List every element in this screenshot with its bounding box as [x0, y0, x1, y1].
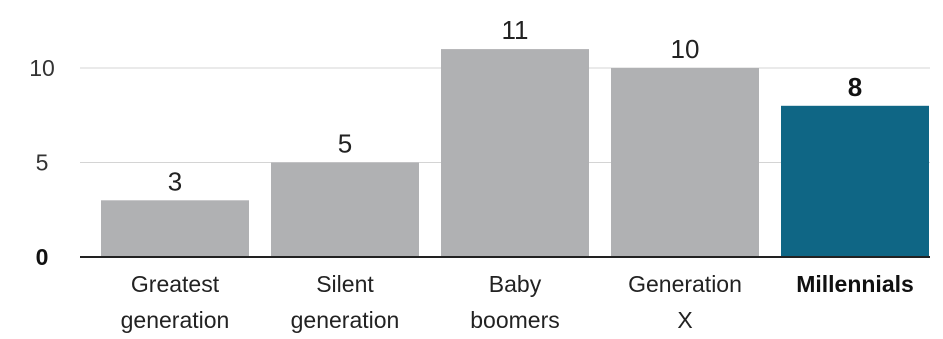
data-labels: 3 5 11 10 8: [168, 15, 862, 196]
y-axis-ticks: 0 5 10: [29, 55, 55, 270]
category-labels: Greatest generation Silent generation Baby bo…: [121, 271, 914, 333]
category-label-line: boomers: [470, 307, 559, 333]
category-label-0: Greatest generation: [121, 271, 230, 333]
bar-4: [781, 105, 929, 257]
category-label-line: generation: [291, 307, 400, 333]
data-label: 5: [338, 129, 352, 159]
data-label: 8: [848, 72, 862, 102]
bar-0: [101, 200, 249, 257]
category-label-4: Millennials: [796, 271, 914, 297]
data-label: 11: [502, 15, 529, 45]
category-label-3: Generation X: [628, 271, 742, 333]
category-label-1: Silent generation: [291, 271, 400, 333]
bar-2: [441, 49, 589, 257]
category-label-line: Millennials: [796, 271, 914, 297]
bar-1: [271, 162, 419, 257]
y-tick-label: 10: [29, 55, 55, 81]
data-label: 10: [671, 34, 700, 64]
bar-3: [611, 68, 759, 257]
y-tick-label: 0: [36, 244, 49, 270]
category-label-line: Greatest: [131, 271, 220, 297]
y-tick-label: 5: [36, 150, 49, 176]
bars: [101, 49, 929, 257]
category-label-line: Generation: [628, 271, 742, 297]
category-label-line: generation: [121, 307, 230, 333]
category-label-line: Baby: [489, 271, 542, 297]
category-label-2: Baby boomers: [470, 271, 559, 333]
category-label-line: Silent: [316, 271, 374, 297]
data-label: 3: [168, 166, 182, 196]
category-label-line: X: [677, 307, 692, 333]
